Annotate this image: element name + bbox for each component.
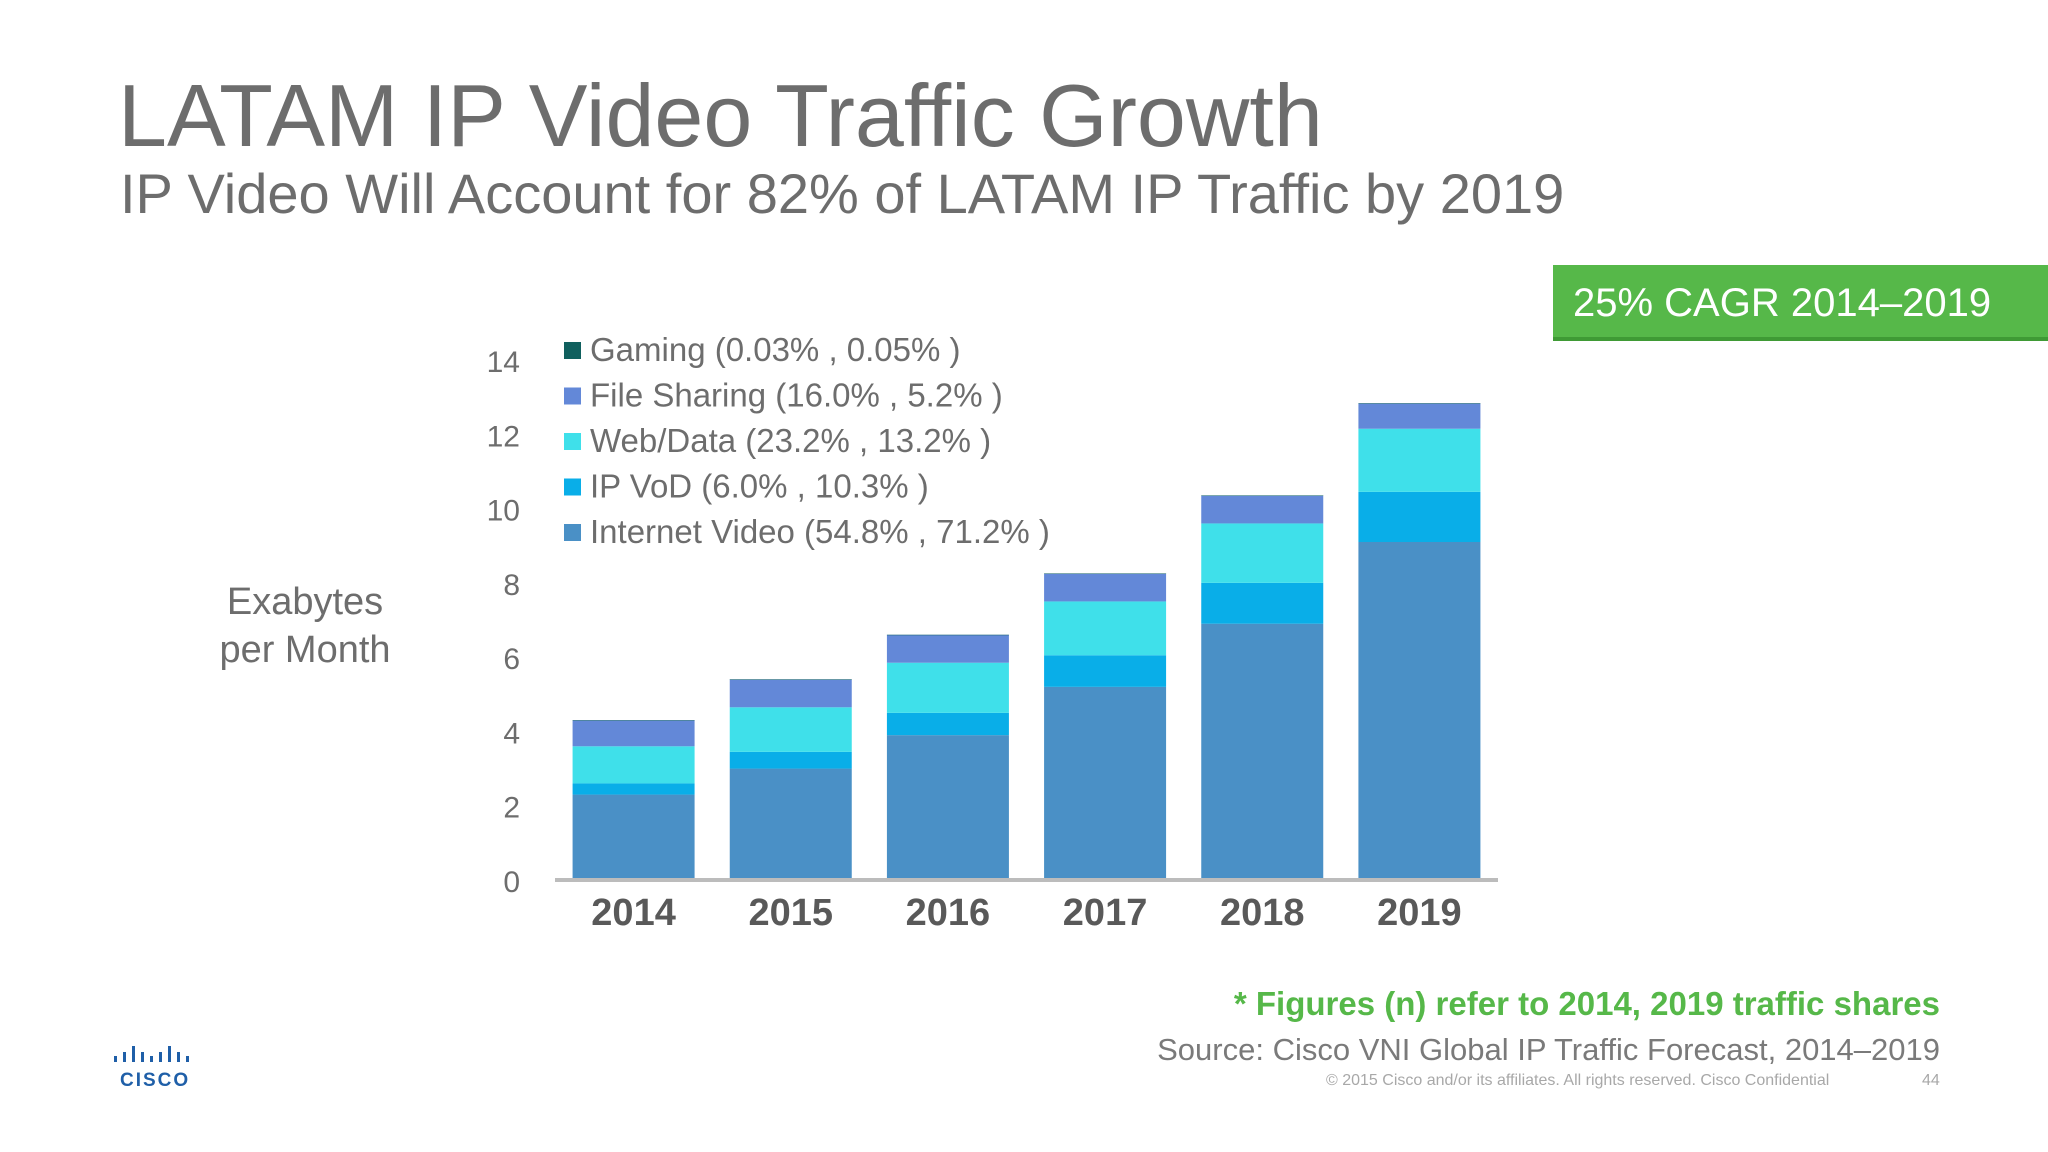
y-tick-label: 14 — [487, 346, 520, 379]
legend-label-file-sharing: File Sharing (16.0% , 5.2% ) — [590, 377, 1003, 414]
legend-label-ip-vod: IP VoD (6.0% , 10.3% ) — [590, 468, 929, 505]
bar-web-data-2014 — [572, 746, 695, 784]
legend-label-gaming: Gaming (0.03% , 0.05% ) — [590, 331, 961, 368]
bar-ip-vod-2016 — [886, 712, 1009, 736]
page-number: 44 — [1922, 1072, 1940, 1089]
bar-gaming-2018 — [1201, 495, 1324, 496]
legend-swatch-internet-video — [564, 524, 581, 541]
bar-gaming-2019 — [1358, 403, 1481, 404]
bar-internet-video-2018 — [1201, 623, 1324, 880]
bar-file-sharing-2016 — [886, 634, 1009, 663]
footnote: * Figures (n) refer to 2014, 2019 traffi… — [1233, 985, 1940, 1022]
bar-gaming-2014 — [572, 720, 695, 721]
bar-internet-video-2019 — [1358, 542, 1481, 880]
legend-label-web-data: Web/Data (23.2% , 13.2% ) — [590, 422, 991, 459]
y-tick-label: 2 — [503, 792, 520, 825]
y-tick-label: 6 — [503, 643, 520, 676]
bar-file-sharing-2018 — [1201, 495, 1324, 524]
bar-internet-video-2015 — [729, 768, 852, 880]
bar-file-sharing-2014 — [572, 720, 695, 747]
x-tick-label: 2018 — [1220, 892, 1305, 934]
bar-internet-video-2016 — [886, 735, 1009, 880]
bar-ip-vod-2018 — [1201, 582, 1324, 624]
bar-web-data-2017 — [1044, 601, 1167, 656]
cagr-badge: 25% CAGR 2014–2019 — [1553, 265, 2048, 341]
bar-gaming-2015 — [729, 679, 852, 680]
y-tick-label: 8 — [503, 569, 520, 602]
legend-label-internet-video: Internet Video (54.8% , 71.2% ) — [590, 513, 1050, 550]
bar-web-data-2019 — [1358, 428, 1481, 492]
legend-swatch-web-data — [564, 433, 581, 450]
bar-internet-video-2014 — [572, 794, 695, 880]
x-tick-label: 2014 — [591, 892, 676, 934]
page-subtitle: IP Video Will Account for 82% of LATAM I… — [120, 162, 1565, 225]
page-title: LATAM IP Video Traffic Growth — [118, 66, 1323, 165]
bar-internet-video-2017 — [1044, 686, 1167, 880]
bar-ip-vod-2015 — [729, 751, 852, 769]
legend-swatch-file-sharing — [564, 387, 581, 405]
bar-ip-vod-2014 — [572, 783, 695, 795]
bar-file-sharing-2017 — [1044, 573, 1167, 602]
cisco-logo-text: CISCO — [120, 1070, 191, 1091]
y-tick-label: 12 — [487, 420, 520, 453]
y-axis-title-line2: per Month — [219, 629, 391, 671]
x-tick-label: 2019 — [1377, 892, 1462, 934]
bar-gaming-2016 — [886, 634, 1009, 636]
bar-web-data-2015 — [729, 707, 852, 752]
legend-swatch-ip-vod — [564, 478, 581, 496]
x-tick-label: 2017 — [1063, 892, 1148, 934]
y-axis-title: Exabytes per Month — [200, 578, 410, 674]
y-axis-title-line1: Exabytes — [226, 581, 384, 623]
bar-ip-vod-2017 — [1044, 655, 1167, 687]
y-tick-label: 10 — [487, 495, 520, 528]
x-tick-label: 2016 — [906, 892, 991, 934]
bar-web-data-2016 — [886, 662, 1009, 713]
copyright: © 2015 Cisco and/or its affiliates. All … — [1326, 1072, 1830, 1089]
bar-gaming-2017 — [1044, 573, 1167, 574]
legend-swatch-gaming — [564, 342, 581, 359]
bar-file-sharing-2019 — [1358, 403, 1481, 429]
bar-ip-vod-2019 — [1358, 491, 1481, 542]
bar-web-data-2018 — [1201, 523, 1324, 583]
bar-file-sharing-2015 — [729, 679, 852, 708]
x-tick-label: 2015 — [748, 892, 833, 934]
y-tick-label: 4 — [503, 717, 520, 750]
cisco-logo-icon — [114, 1046, 189, 1062]
y-tick-label: 0 — [503, 866, 520, 899]
source-citation: Source: Cisco VNI Global IP Traffic Fore… — [1157, 1032, 1940, 1067]
